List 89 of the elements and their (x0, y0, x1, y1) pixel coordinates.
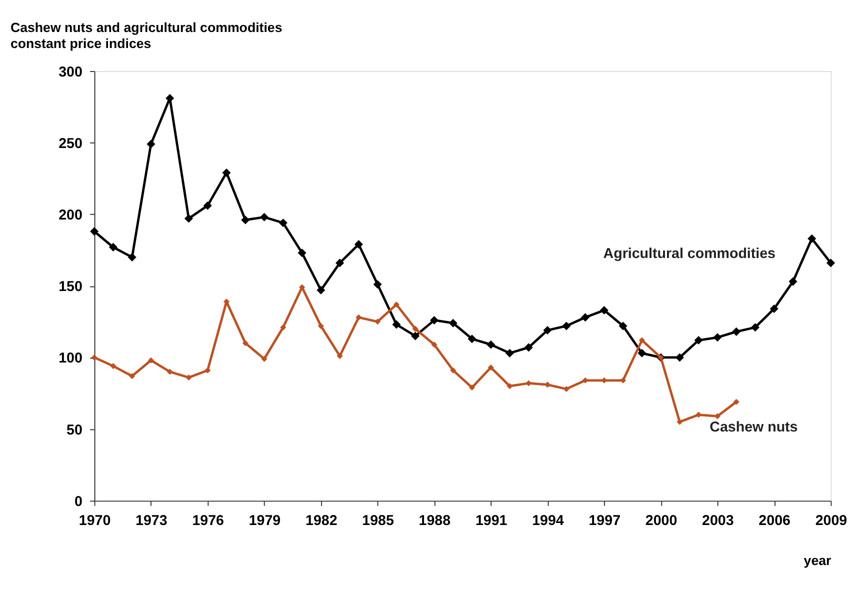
point (600, 306, 608, 314)
point (826, 258, 836, 268)
point (222, 168, 231, 177)
point (128, 252, 136, 262)
x-tick-label: 1985 (362, 512, 394, 529)
point (260, 212, 269, 222)
point (808, 234, 816, 243)
point (412, 326, 418, 332)
point (298, 248, 306, 258)
point (166, 368, 173, 375)
point (336, 258, 344, 268)
point (543, 326, 552, 335)
point (299, 284, 306, 290)
point (713, 333, 722, 342)
y-tick-label: 200 (58, 207, 82, 224)
y-tick-label: 150 (58, 279, 82, 296)
x-tick-label: 1982 (305, 512, 338, 529)
point (91, 354, 98, 360)
point (448, 318, 458, 328)
point (694, 336, 703, 345)
point (393, 301, 400, 308)
point (336, 353, 343, 360)
point (563, 386, 570, 392)
point (90, 227, 99, 236)
x-tick-label: 2000 (645, 512, 678, 529)
point (770, 304, 778, 314)
y-tick-label: 100 (58, 350, 82, 367)
point (732, 327, 741, 336)
point (280, 324, 286, 330)
point (524, 343, 533, 352)
point (506, 383, 513, 390)
point (430, 316, 438, 324)
x-tick-label: 2006 (758, 512, 791, 529)
point (316, 286, 326, 294)
point (618, 322, 628, 330)
point (148, 357, 154, 364)
point (108, 242, 118, 252)
point (129, 373, 136, 380)
point (261, 356, 268, 362)
point (544, 382, 551, 388)
point (411, 332, 420, 340)
point (374, 318, 381, 325)
series-label: Cashew nuts (710, 419, 798, 436)
point (450, 367, 456, 374)
point (110, 363, 116, 370)
point (733, 398, 740, 405)
y-tick-label: 50 (66, 422, 82, 438)
x-tick-label: 1976 (192, 512, 224, 529)
point (750, 323, 760, 332)
series-label: Agricultural commodities (603, 246, 776, 262)
x-tick-label: 1979 (248, 512, 281, 529)
point (392, 320, 401, 329)
point (468, 334, 476, 344)
x-tick-label: 2003 (702, 512, 734, 529)
x-tick-label: 1970 (78, 512, 111, 529)
point (186, 374, 192, 381)
point (356, 314, 362, 320)
point (431, 342, 438, 348)
x-tick-label: 1988 (418, 512, 451, 529)
point (638, 348, 646, 358)
point (354, 240, 363, 249)
chart-title: Cashew nuts and agricultural commodities constant price indices (10, 20, 282, 52)
y-tick-label: 250 (58, 136, 82, 152)
point (468, 384, 475, 391)
point (505, 348, 514, 358)
point (318, 322, 324, 329)
point (788, 277, 798, 286)
x-tick-label: 1994 (532, 512, 564, 529)
point (241, 216, 250, 224)
point (204, 367, 211, 374)
point (242, 340, 248, 346)
point (486, 340, 496, 349)
x-axis-title: year (804, 552, 832, 568)
point (638, 337, 645, 344)
point (146, 140, 156, 148)
point (562, 322, 571, 330)
point (676, 418, 683, 425)
x-tick-label: 1997 (588, 512, 621, 529)
point (184, 214, 193, 223)
point (278, 218, 288, 228)
y-tick-label: 0 (74, 494, 82, 510)
point (203, 201, 212, 210)
x-tick-label: 1973 (136, 512, 168, 529)
point (488, 364, 494, 371)
x-tick-label: 1991 (475, 512, 508, 529)
x-tick-label: 2009 (815, 512, 848, 529)
y-tick-label: 300 (58, 64, 82, 80)
point (581, 313, 590, 322)
point (373, 280, 382, 289)
